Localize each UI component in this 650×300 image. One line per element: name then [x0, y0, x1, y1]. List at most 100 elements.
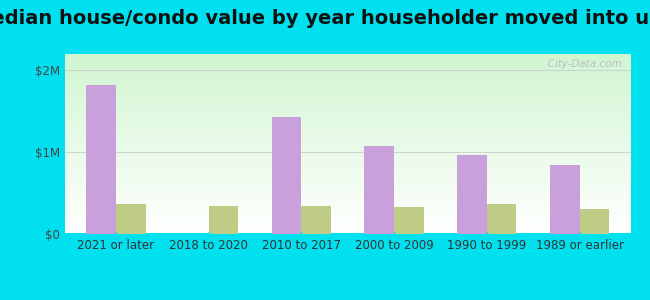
Bar [65, 185, 630, 187]
Bar [65, 126, 630, 128]
Bar [65, 110, 630, 112]
Bar [580, 208, 609, 234]
Bar [65, 83, 630, 85]
Bar [65, 225, 630, 227]
Bar [65, 68, 630, 70]
Bar [65, 137, 630, 139]
Bar [65, 76, 630, 77]
Bar [65, 74, 630, 76]
Bar [65, 124, 630, 126]
Bar [65, 67, 630, 68]
Bar [65, 227, 630, 229]
Bar [65, 144, 630, 146]
Bar [65, 200, 630, 202]
Bar [65, 81, 630, 83]
Bar [65, 230, 630, 232]
Bar [65, 171, 630, 173]
Bar [65, 148, 630, 149]
Bar [65, 97, 630, 99]
Bar [65, 142, 630, 144]
Bar [65, 90, 630, 92]
Bar [365, 146, 394, 234]
Bar [65, 214, 630, 216]
Bar [65, 229, 630, 230]
Bar [550, 165, 580, 234]
Bar [65, 146, 630, 148]
Bar [457, 155, 487, 234]
Bar [65, 176, 630, 178]
Bar [65, 207, 630, 209]
Bar [65, 104, 630, 106]
Bar [65, 103, 630, 104]
Bar [65, 182, 630, 184]
Bar [65, 56, 630, 58]
Bar [65, 108, 630, 110]
Bar [65, 169, 630, 171]
Bar [65, 101, 630, 103]
Bar [65, 203, 630, 205]
Bar [65, 196, 630, 198]
Bar [65, 92, 630, 94]
Bar [65, 151, 630, 153]
Bar [65, 216, 630, 218]
Bar [65, 167, 630, 169]
Bar [65, 184, 630, 185]
Bar [65, 130, 630, 131]
Bar [394, 207, 424, 234]
Bar [65, 157, 630, 158]
Bar [65, 162, 630, 164]
Bar [65, 220, 630, 221]
Bar [65, 160, 630, 162]
Bar [65, 232, 630, 234]
Bar [65, 72, 630, 74]
Bar [65, 112, 630, 113]
Bar [65, 140, 630, 142]
Bar [65, 119, 630, 121]
Bar [65, 194, 630, 196]
Bar [65, 178, 630, 180]
Bar [65, 191, 630, 193]
Bar [65, 131, 630, 133]
Bar [65, 223, 630, 225]
Bar [65, 63, 630, 65]
Bar [65, 180, 630, 182]
Text: Median house/condo value by year householder moved into unit: Median house/condo value by year househo… [0, 9, 650, 28]
Bar [65, 218, 630, 220]
Bar [65, 113, 630, 115]
Bar [65, 70, 630, 72]
Bar [65, 85, 630, 86]
Bar [65, 117, 630, 119]
Bar [65, 158, 630, 160]
Bar [65, 99, 630, 101]
Bar [65, 193, 630, 194]
Bar [65, 121, 630, 122]
Bar [65, 139, 630, 140]
Bar [65, 88, 630, 90]
Bar [65, 212, 630, 214]
Bar [65, 135, 630, 137]
Bar [272, 117, 302, 234]
Bar [65, 149, 630, 151]
Bar [65, 175, 630, 176]
Bar [116, 204, 146, 234]
Bar [65, 221, 630, 223]
Bar [65, 133, 630, 135]
Bar [65, 166, 630, 167]
Bar [65, 115, 630, 117]
Bar [65, 198, 630, 200]
Bar [65, 86, 630, 88]
Bar [65, 155, 630, 157]
Bar [487, 204, 517, 234]
Bar [65, 58, 630, 59]
Bar [65, 189, 630, 191]
Bar [65, 59, 630, 61]
Legend: Armonk, New York: Armonk, New York [244, 297, 451, 300]
Bar [65, 153, 630, 155]
Bar [65, 95, 630, 97]
Bar [65, 61, 630, 63]
Bar [65, 106, 630, 108]
Bar [65, 211, 630, 212]
Bar [65, 187, 630, 189]
Bar [65, 209, 630, 211]
Bar [65, 65, 630, 67]
